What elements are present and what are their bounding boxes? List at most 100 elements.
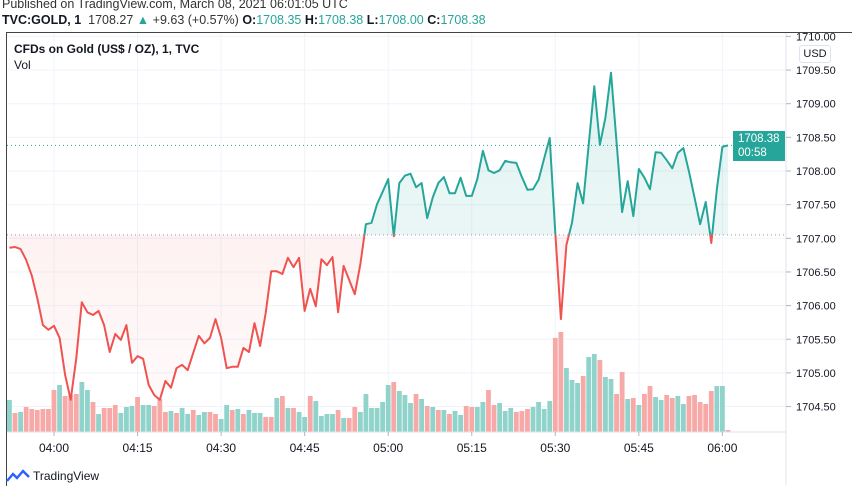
- volume-bar: [669, 398, 675, 432]
- y-tick-label: 1705.50: [796, 334, 836, 346]
- volume-bar: [285, 408, 291, 432]
- volume-bar: [647, 386, 653, 432]
- volume-bar: [597, 360, 603, 432]
- volume-bar: [279, 396, 285, 432]
- volume-bar: [374, 408, 380, 432]
- volume-bar: [603, 377, 608, 432]
- high-label: H:: [304, 13, 319, 27]
- volume-bar: [552, 338, 558, 432]
- current-price: 1708.38: [738, 133, 780, 145]
- volume-bar: [369, 408, 374, 432]
- volume-bar: [430, 407, 436, 432]
- volume-bar: [352, 407, 358, 432]
- volume-bar: [363, 394, 369, 432]
- y-tick-label: 1707.00: [796, 233, 836, 245]
- volume-bar: [630, 398, 636, 432]
- volume-bar: [664, 395, 670, 432]
- volume-bar: [302, 417, 308, 432]
- volume-bar: [474, 407, 480, 432]
- volume-bar: [558, 332, 564, 432]
- volume-bar: [90, 402, 96, 432]
- volume-bar: [530, 407, 536, 432]
- volume-bar: [46, 409, 51, 432]
- price-line-above: [363, 71, 729, 235]
- high-value: 1708.38: [318, 13, 364, 27]
- x-tick-label: 06:00: [707, 441, 737, 455]
- volume-bar: [497, 403, 502, 432]
- current-price-tag: 1708.38 00:58: [733, 131, 785, 161]
- volume-bar: [118, 413, 124, 432]
- volume-bar: [675, 396, 681, 432]
- y-tick-label: 1705.00: [796, 368, 836, 380]
- volume-bar: [218, 419, 224, 432]
- volume-bar: [580, 376, 586, 432]
- volume-bar: [703, 404, 709, 432]
- last-price: 1708.27: [88, 13, 134, 27]
- volume-bar: [252, 413, 257, 432]
- published-caption: Published on TradingView.com, March 08, …: [2, 0, 348, 11]
- volume-bar: [85, 390, 90, 432]
- volume-bar: [502, 411, 508, 432]
- volume-bar: [318, 416, 324, 432]
- volume-bar: [447, 414, 452, 432]
- volume-bar: [486, 390, 491, 432]
- volume-bar: [179, 408, 185, 432]
- open-value: 1708.35: [256, 13, 302, 27]
- volume-bar: [536, 402, 541, 432]
- volume-bar: [413, 394, 419, 432]
- volume-bar: [168, 411, 174, 432]
- volume-bar: [569, 380, 575, 432]
- volume-bar: [658, 400, 664, 432]
- volume-bar: [636, 405, 642, 432]
- volume-bar: [73, 394, 79, 432]
- volume-bar: [246, 410, 252, 432]
- bar-countdown: 00:58: [738, 147, 767, 159]
- volume-bar: [274, 398, 280, 432]
- volume-bar: [525, 409, 530, 432]
- currency-button[interactable]: USD: [799, 45, 831, 63]
- volume-bar: [330, 414, 335, 432]
- legend-title: CFDs on Gold (US$ / OZ), 1, TVC: [14, 42, 200, 56]
- volume-bar: [313, 401, 319, 432]
- volume-bar: [151, 406, 157, 432]
- volume-bar: [391, 382, 397, 432]
- volume-bar: [725, 430, 731, 432]
- volume-bar: [263, 417, 269, 432]
- volume-bar: [653, 397, 658, 432]
- volume-bar: [508, 408, 514, 432]
- tradingview-logo-icon: [6, 469, 30, 482]
- volume-bar: [396, 391, 402, 432]
- volume-bar: [380, 402, 386, 432]
- volume-bar: [190, 410, 196, 432]
- volume-bar: [480, 402, 486, 432]
- volume-bar: [402, 395, 408, 432]
- volume-bar: [140, 405, 146, 432]
- volume-bar: [435, 410, 441, 432]
- volume-bar: [614, 394, 619, 432]
- chart-pane[interactable]: [6, 32, 852, 486]
- volume-bar: [240, 414, 246, 432]
- volume-bar: [491, 405, 497, 432]
- volume-bar: [79, 382, 85, 432]
- volume-bar: [408, 403, 413, 432]
- volume-bar: [591, 354, 597, 432]
- tradingview-logo[interactable]: TradingView: [6, 469, 99, 483]
- volume-bar: [586, 357, 592, 432]
- y-tick-label: 1708.00: [796, 166, 836, 178]
- volume-bar: [196, 415, 202, 432]
- volume-bar: [29, 409, 35, 432]
- open-label: O:: [242, 13, 257, 27]
- volume-bar: [101, 408, 107, 432]
- volume-bar: [346, 418, 352, 432]
- volume-bar: [124, 407, 129, 432]
- y-tick-label: 1708.50: [796, 132, 836, 144]
- x-tick-label: 05:00: [373, 441, 403, 455]
- volume-bar: [708, 391, 714, 432]
- volume-bar: [7, 400, 12, 432]
- volume-bar: [18, 412, 23, 432]
- volume-bar: [40, 409, 46, 432]
- volume-bar: [96, 414, 101, 432]
- volume-bar: [452, 411, 458, 432]
- close-label: C:: [427, 13, 441, 27]
